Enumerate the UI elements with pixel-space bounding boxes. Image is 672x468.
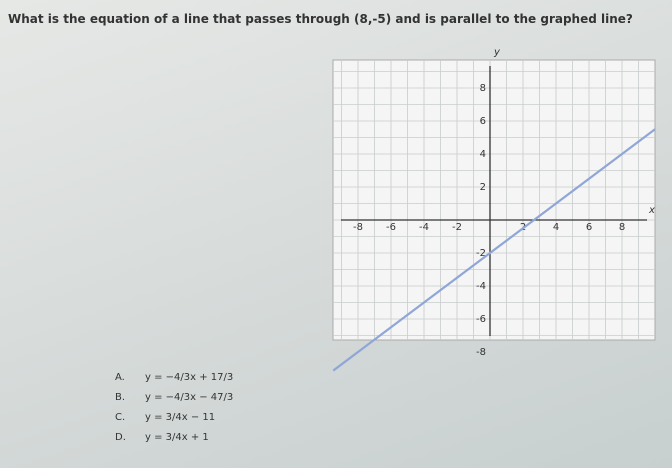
y-tick-label: 8 bbox=[480, 83, 486, 94]
question: What is the equation of a line that pass… bbox=[8, 12, 633, 26]
y-tick-label: 6 bbox=[480, 116, 486, 127]
choice-letter: B. bbox=[115, 392, 125, 403]
choice-letter: A. bbox=[115, 372, 125, 383]
x-tick-label: -8 bbox=[353, 222, 363, 233]
x-axis-label: x bbox=[648, 205, 655, 216]
y-tick-label: 4 bbox=[480, 149, 486, 160]
x-tick-label: 6 bbox=[586, 222, 592, 233]
x-tick-label: -2 bbox=[452, 222, 462, 233]
choice-letter: C. bbox=[115, 412, 125, 423]
x-tick-label: -6 bbox=[386, 222, 396, 233]
choice-equation: y = 3/4x + 1 bbox=[145, 432, 209, 443]
x-tick-label: 4 bbox=[553, 222, 559, 233]
choice-letter: D. bbox=[115, 432, 126, 443]
y-tick-label: 2 bbox=[480, 182, 486, 193]
choice-equation: y = −4/3x − 47/3 bbox=[145, 392, 233, 403]
y-axis-label: y bbox=[493, 47, 501, 58]
y-tick-label: -8 bbox=[476, 347, 486, 358]
y-tick-label: -6 bbox=[476, 314, 486, 325]
choice-equation: y = −4/3x + 17/3 bbox=[145, 372, 233, 383]
graphed-line bbox=[332, 128, 656, 372]
x-tick-label: -4 bbox=[419, 222, 429, 233]
x-tick-label: 8 bbox=[619, 222, 625, 233]
y-tick-label: -2 bbox=[476, 248, 486, 259]
graph-background bbox=[332, 59, 656, 341]
choice-equation: y = 3/4x − 11 bbox=[145, 412, 215, 423]
y-tick-label: -4 bbox=[476, 281, 486, 292]
